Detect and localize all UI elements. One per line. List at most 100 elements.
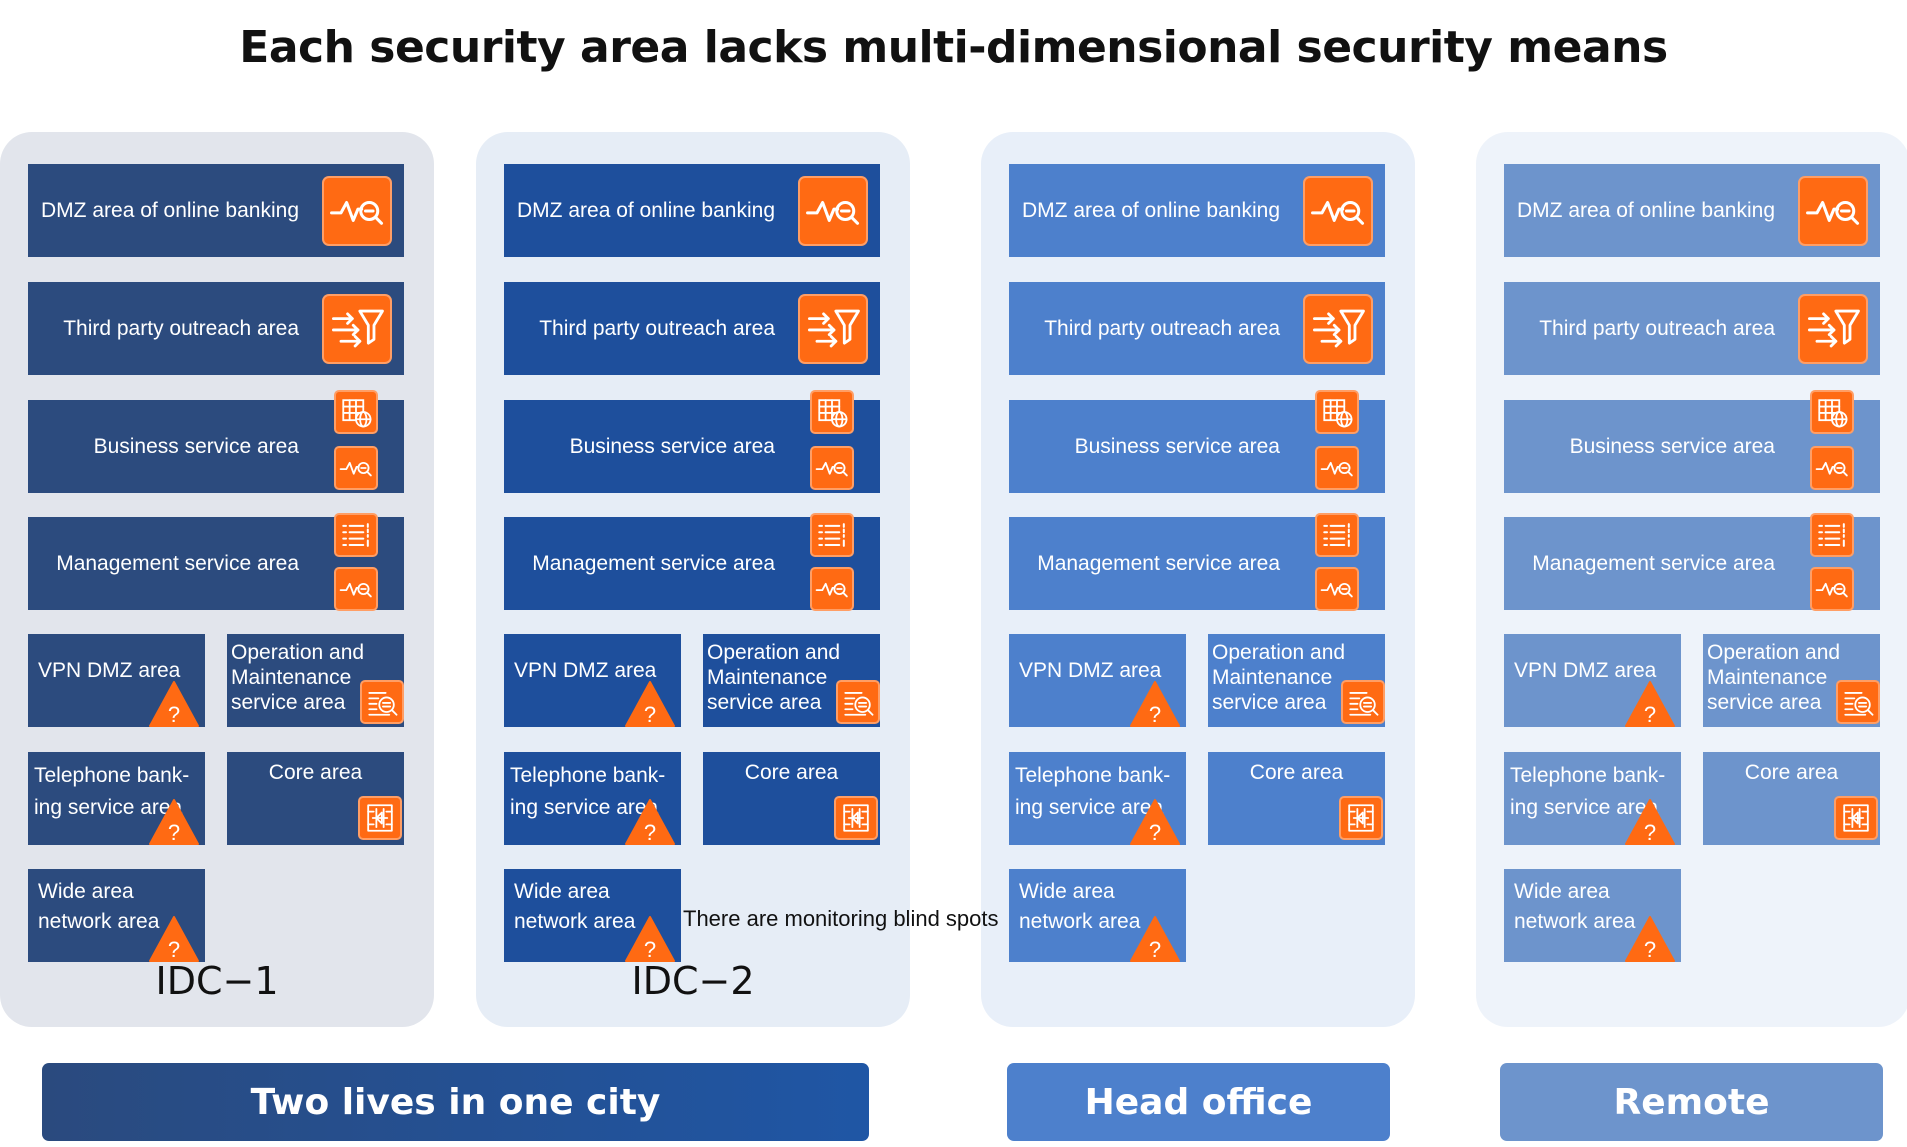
dmz-online-banking-box[interactable]: DMZ area of online banking: [1009, 164, 1385, 257]
checklist-icon: [810, 513, 854, 557]
core-area-box[interactable]: Core area: [703, 752, 880, 845]
log-search-icon: [1836, 680, 1880, 724]
wide-area-network-box-label: Wide area network area: [514, 880, 636, 933]
svg-text:?: ?: [644, 702, 656, 727]
dmz-online-banking-box[interactable]: DMZ area of online banking: [28, 164, 404, 257]
pulse-search-icon: [1315, 567, 1359, 611]
third-party-outreach-box[interactable]: Third party outreach area: [28, 282, 404, 375]
operation-maintenance-box[interactable]: Operation and Maintenance service area: [1208, 634, 1385, 727]
checklist-icon: [1810, 513, 1854, 557]
management-service-box[interactable]: Management service area: [504, 513, 880, 611]
page-title: Each security area lacks multi-dimension…: [239, 22, 1668, 73]
management-service-box[interactable]: Management service area: [28, 513, 404, 611]
panel-idc-1: DMZ area of online banking Third party ou…: [0, 132, 434, 1027]
wide-area-network-box[interactable]: Wide area network area?: [1504, 869, 1681, 962]
business-service-box-label: Business service area: [1569, 434, 1775, 458]
svg-text:?: ?: [1149, 702, 1161, 727]
telephone-banking-box-label: Telephone bank-ing service area: [1510, 764, 1666, 819]
pulse-search-icon: [1810, 446, 1854, 490]
grid-globe-icon: [810, 390, 854, 434]
two-lives-label: Two lives in one city: [250, 1081, 661, 1123]
pulse-search-icon: [1315, 446, 1359, 490]
wide-area-network-box-label: Wide area network area: [1514, 880, 1636, 933]
panel-head-office: DMZ area of online banking Third party ou…: [981, 132, 1415, 1027]
business-service-box[interactable]: Business service area: [1504, 390, 1880, 493]
vpn-dmz-box[interactable]: VPN DMZ area?: [504, 634, 681, 727]
management-service-box[interactable]: Management service area: [1504, 513, 1880, 611]
pulse-search-icon: [1810, 567, 1854, 611]
arrows-funnel-icon: [1303, 294, 1373, 364]
core-area-box-label: Core area: [268, 761, 363, 784]
pulse-search-icon: [322, 176, 392, 246]
wide-area-network-box[interactable]: Wide area network area?: [1009, 869, 1186, 962]
vpn-dmz-box[interactable]: VPN DMZ area?: [28, 634, 205, 727]
vpn-dmz-box[interactable]: VPN DMZ area?: [1009, 634, 1186, 727]
business-service-box[interactable]: Business service area: [28, 390, 404, 493]
third-party-outreach-box[interactable]: Third party outreach area: [1504, 282, 1880, 375]
core-area-box-label: Core area: [1744, 761, 1839, 784]
dmz-online-banking-box[interactable]: DMZ area of online banking: [1504, 164, 1880, 257]
warning-question-icon: ?: [1624, 680, 1676, 728]
telephone-banking-box[interactable]: Telephone bank-ing service area?: [28, 752, 205, 845]
operation-maintenance-box[interactable]: Operation and Maintenance service area: [1703, 634, 1880, 727]
business-service-box[interactable]: Business service area: [504, 390, 880, 493]
warning-question-icon: ?: [148, 915, 200, 963]
warning-question-icon: ?: [624, 798, 676, 846]
warning-question-icon: ?: [624, 680, 676, 728]
warning-question-icon: ?: [1129, 915, 1181, 963]
log-search-icon: [836, 680, 880, 724]
panel-label-idc-1: IDC−1: [155, 959, 279, 1003]
operation-maintenance-box[interactable]: Operation and Maintenance service area: [227, 634, 404, 727]
business-service-box[interactable]: Business service area: [1009, 390, 1385, 493]
telephone-banking-box-label: Telephone bank-ing service area: [34, 764, 190, 819]
dmz-online-banking-box-label: DMZ area of online banking: [1022, 198, 1280, 222]
telephone-banking-box[interactable]: Telephone bank-ing service area?: [504, 752, 681, 845]
management-service-box-label: Management service area: [532, 551, 775, 575]
svg-text:?: ?: [168, 937, 180, 962]
wide-area-network-box[interactable]: Wide area network area?: [28, 869, 205, 962]
firewall-icon: [1339, 796, 1383, 840]
svg-text:?: ?: [1644, 937, 1656, 962]
operation-maintenance-box-label: Operation and Maintenance service area: [1212, 641, 1346, 714]
vpn-dmz-box-label: VPN DMZ area: [514, 659, 657, 682]
dmz-online-banking-box-label: DMZ area of online banking: [517, 198, 775, 222]
grid-globe-icon: [1810, 390, 1854, 434]
log-search-icon: [360, 680, 404, 724]
core-area-box[interactable]: Core area: [1208, 752, 1385, 845]
dmz-online-banking-box[interactable]: DMZ area of online banking: [504, 164, 880, 257]
blind-spots-annotation: There are monitoring blind spots: [683, 906, 999, 931]
svg-text:?: ?: [1149, 820, 1161, 845]
third-party-outreach-box-label: Third party outreach area: [1044, 316, 1280, 340]
svg-text:?: ?: [644, 820, 656, 845]
log-search-icon: [1341, 680, 1385, 724]
telephone-banking-box[interactable]: Telephone bank-ing service area?: [1504, 752, 1681, 845]
operation-maintenance-box[interactable]: Operation and Maintenance service area: [703, 634, 880, 727]
core-area-box[interactable]: Core area: [1703, 752, 1880, 845]
core-area-box[interactable]: Core area: [227, 752, 404, 845]
third-party-outreach-box[interactable]: Third party outreach area: [1009, 282, 1385, 375]
dmz-online-banking-box-label: DMZ area of online banking: [1517, 198, 1775, 222]
management-service-box[interactable]: Management service area: [1009, 513, 1385, 611]
warning-question-icon: ?: [148, 680, 200, 728]
wide-area-network-box[interactable]: Wide area network area?: [504, 869, 681, 962]
operation-maintenance-box-label: Operation and Maintenance service area: [231, 641, 365, 714]
third-party-outreach-box[interactable]: Third party outreach area: [504, 282, 880, 375]
management-service-box-label: Management service area: [56, 551, 299, 575]
grid-globe-icon: [1315, 390, 1359, 434]
operation-maintenance-box-label: Operation and Maintenance service area: [707, 641, 841, 714]
svg-text:?: ?: [168, 702, 180, 727]
warning-question-icon: ?: [1129, 798, 1181, 846]
vpn-dmz-box-label: VPN DMZ area: [38, 659, 181, 682]
dmz-online-banking-box-label: DMZ area of online banking: [41, 198, 299, 222]
vpn-dmz-box[interactable]: VPN DMZ area?: [1504, 634, 1681, 727]
firewall-icon: [1834, 796, 1878, 840]
management-service-box-label: Management service area: [1037, 551, 1280, 575]
arrows-funnel-icon: [1798, 294, 1868, 364]
svg-text:?: ?: [1644, 702, 1656, 727]
warning-question-icon: ?: [1624, 798, 1676, 846]
telephone-banking-box[interactable]: Telephone bank-ing service area?: [1009, 752, 1186, 845]
pulse-search-icon: [1303, 176, 1373, 246]
third-party-outreach-box-label: Third party outreach area: [63, 316, 299, 340]
third-party-outreach-box-label: Third party outreach area: [539, 316, 775, 340]
firewall-icon: [358, 796, 402, 840]
